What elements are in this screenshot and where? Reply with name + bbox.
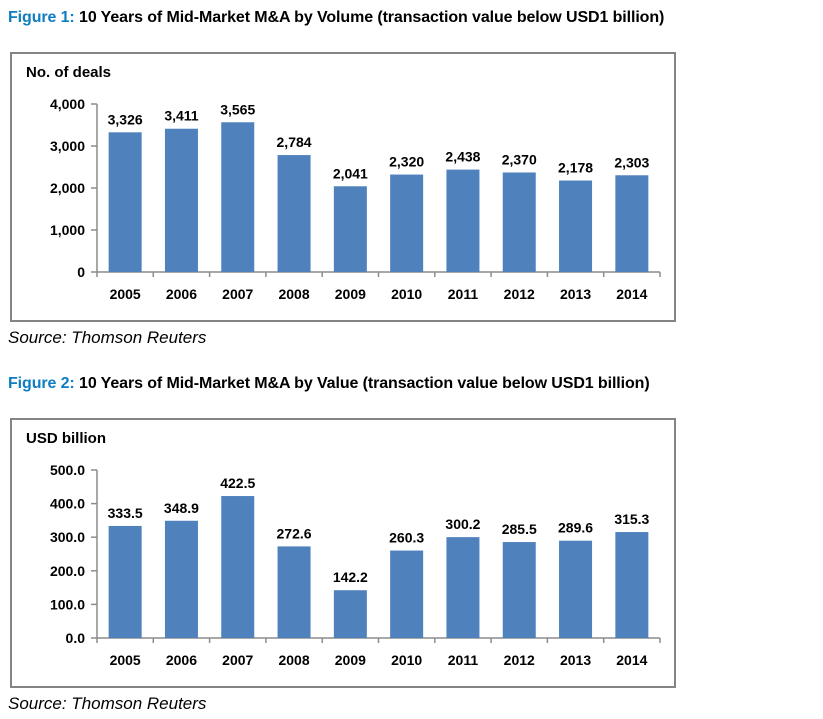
bar-value-label: 2,784 [277,134,312,150]
bar-2011 [446,537,480,638]
bar-value-label: 2,320 [389,154,424,170]
figure2-unit-label: USD billion [26,430,106,447]
figure1-bar-chart: 0 1,000 2,000 3,000 4,000 3,326 2005 3,411 2006 3… [50,96,661,302]
bar-2013 [559,180,593,272]
bar-value-label: 2,041 [333,165,368,181]
bar-value-label: 289.6 [558,520,593,536]
bar-2006 [164,520,198,638]
figure2-label: Figure 2: [8,375,75,392]
bar-2009 [333,186,367,272]
y-axis-tick-label: 200.0 [50,563,85,579]
bar-value-label: 2,370 [502,151,537,167]
y-axis-tick-label: 2,000 [50,180,85,196]
figure1-chart-area: 0 1,000 2,000 3,000 4,000 3,326 2005 3,411 2006 3… [10,52,676,322]
bar-2006 [164,128,198,272]
bar-2005 [108,525,142,638]
bar-value-label: 422.5 [220,475,255,491]
figure1-label: Figure 1: [8,9,75,26]
y-axis-tick-label: 500.0 [50,462,85,478]
bar-2012 [502,542,536,638]
bar-2009 [333,590,367,638]
y-axis-tick-label: 0.0 [66,630,86,646]
y-axis-tick-label: 3,000 [50,138,85,154]
x-category-label: 2010 [391,286,422,302]
x-category-label: 2012 [504,652,535,668]
bar-value-label: 348.9 [164,500,199,516]
figure1-title: Figure 1: 10 Years of Mid-Market M&A by … [8,8,823,28]
bar-value-label: 3,326 [108,111,143,127]
figure1-unit-label: No. of deals [26,64,112,81]
bar-value-label: 2,303 [614,154,649,170]
x-category-label: 2010 [391,652,422,668]
y-axis-tick-label: 100.0 [50,596,85,612]
x-category-label: 2005 [110,286,141,302]
x-category-label: 2009 [335,286,366,302]
bar-value-label: 272.6 [277,525,312,541]
bar-value-label: 3,565 [220,101,255,117]
bar-value-label: 285.5 [502,521,537,537]
figure2-title-text: 10 Years of Mid-Market M&A by Value (tra… [79,375,650,392]
x-category-label: 2007 [222,286,253,302]
x-category-label: 2013 [560,286,591,302]
bar-2007 [221,496,255,638]
x-category-label: 2014 [616,286,647,302]
x-category-label: 2013 [560,652,591,668]
bar-value-label: 260.3 [389,530,424,546]
bar-value-label: 2,178 [558,160,593,176]
y-axis-tick-label: 300.0 [50,529,85,545]
y-axis-tick-label: 400.0 [50,496,85,512]
figure1-title-text: 10 Years of Mid-Market M&A by Volume (tr… [79,9,665,26]
bar-2012 [502,172,536,272]
x-category-label: 2012 [504,286,535,302]
x-category-label: 2011 [448,652,479,668]
bar-2014 [615,175,649,272]
bar-value-label: 2,438 [445,149,480,165]
figure2-chart-area: 0.0 100.0 200.0 300.0 400.0 500.0 333.5 2005 348… [10,418,676,688]
x-category-label: 2008 [278,286,309,302]
bar-value-label: 333.5 [108,505,143,521]
y-axis-tick-label: 0 [77,264,85,280]
bar-value-label: 315.3 [614,511,649,527]
bar-2008 [277,155,311,272]
x-category-label: 2008 [278,652,309,668]
bar-2010 [390,174,424,272]
x-category-label: 2014 [616,652,647,668]
figure2-source: Source: Thomson Reuters [8,694,207,713]
figure2-title: Figure 2: 10 Years of Mid-Market M&A by … [8,374,823,394]
figure1-source: Source: Thomson Reuters [8,328,207,347]
x-category-label: 2006 [166,286,197,302]
x-category-label: 2006 [166,652,197,668]
bar-value-label: 300.2 [445,516,480,532]
bar-2014 [615,532,649,638]
x-category-label: 2009 [335,652,366,668]
bar-2005 [108,132,142,272]
x-category-label: 2011 [448,286,479,302]
bar-2011 [446,169,480,272]
bar-2013 [559,540,593,638]
y-axis-tick-label: 1,000 [50,222,85,238]
figure2-bar-chart: 0.0 100.0 200.0 300.0 400.0 500.0 333.5 2005 348… [50,462,661,668]
bar-2008 [277,546,311,638]
bar-value-label: 142.2 [333,569,368,585]
y-axis-tick-label: 4,000 [50,96,85,112]
x-category-label: 2005 [110,652,141,668]
bar-2007 [221,122,255,273]
bar-2010 [390,550,424,638]
bar-value-label: 3,411 [164,108,198,124]
x-category-label: 2007 [222,652,253,668]
